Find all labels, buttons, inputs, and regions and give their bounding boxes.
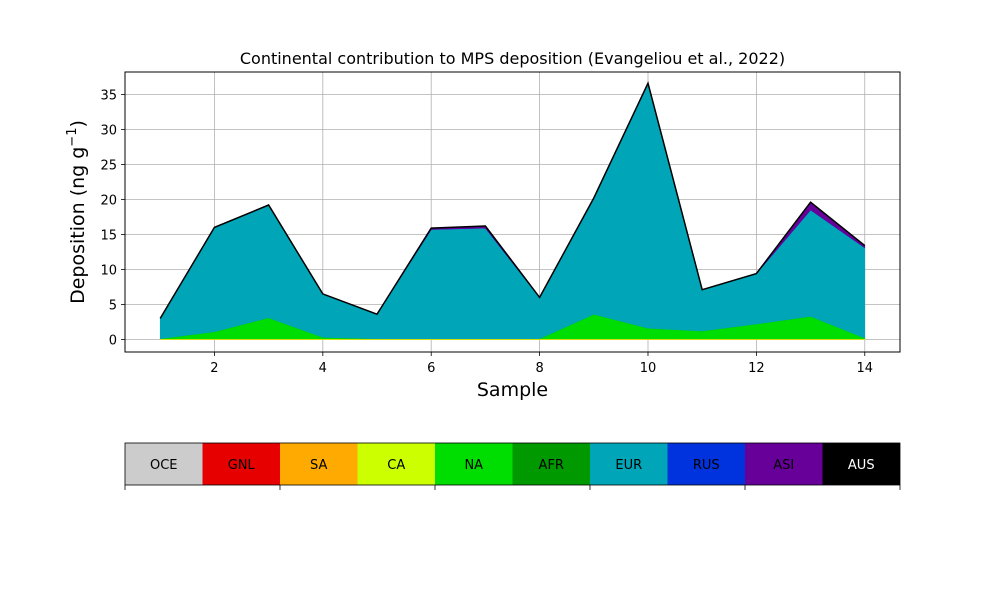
colorbar-cell-afr	[512, 443, 590, 485]
colorbar-label-na: NA	[464, 458, 483, 473]
y-axis-label: Deposition (ng g−1)	[65, 120, 89, 304]
y-tick-label: 15	[100, 228, 117, 243]
x-axis-label: Sample	[477, 379, 548, 401]
x-axis-ticks: 2 4 6 8 10 12 14	[210, 352, 873, 376]
colorbar-cell-ca	[357, 443, 435, 485]
total-outline	[159, 81, 866, 319]
x-tick-label: 12	[748, 361, 765, 376]
y-tick-label: 5	[109, 298, 117, 313]
y-tick-label: 0	[109, 333, 117, 348]
x-tick-label: 4	[319, 361, 327, 376]
chart-title: Continental contribution to MPS depositi…	[240, 49, 785, 68]
x-tick-label: 6	[427, 361, 435, 376]
y-axis-label-main: Deposition (ng g	[67, 147, 89, 304]
x-tick-label: 10	[640, 361, 657, 376]
colorbar-label-afr: AFR	[539, 458, 564, 473]
colorbar-label-rus: RUS	[693, 458, 720, 473]
colorbar-label-eur: EUR	[615, 458, 642, 473]
colorbar-label-oce: OCE	[150, 458, 178, 473]
y-tick-label: 10	[100, 263, 117, 278]
y-tick-label: 30	[100, 123, 117, 138]
colorbar-cell-gnl	[202, 443, 280, 485]
x-tick-label: 14	[856, 361, 873, 376]
colorbar-cell-aus	[822, 443, 900, 485]
y-axis-ticks: 0 5 10 15 20 25 30 35	[100, 88, 125, 348]
y-tick-label: 35	[100, 88, 117, 103]
plot-area: 2 4 6 8 10 12 14 0 5 10 15 20 25 30 35	[100, 71, 901, 376]
colorbar-cell-eur	[590, 443, 668, 485]
colorbar-label-sa: SA	[310, 458, 327, 473]
plot-frame	[124, 71, 901, 353]
colorbar-label-asi: ASI	[773, 458, 794, 473]
y-axis-label-close: )	[67, 120, 89, 127]
x-tick-label: 8	[535, 361, 543, 376]
colorbar-label-gnl: GNL	[228, 458, 256, 473]
colorbar-cell-rus	[667, 443, 745, 485]
colorbar-label-aus: AUS	[848, 458, 875, 473]
colorbar-legend: OCE GNL SA CA NA AFR EUR RUS ASI AUS	[124, 442, 901, 490]
y-axis-label-superscript: −1	[65, 128, 80, 147]
colorbar-cell-oce	[125, 443, 203, 485]
x-tick-label: 2	[210, 361, 218, 376]
colorbar-frame	[124, 442, 901, 486]
total-deposition-line	[159, 81, 866, 319]
y-tick-label: 20	[100, 193, 117, 208]
colorbar-cell-na	[435, 443, 513, 485]
y-tick-label: 25	[100, 158, 117, 173]
colorbar-cell-sa	[280, 443, 358, 485]
colorbar-label-ca: CA	[387, 458, 405, 473]
colorbar-cell-asi	[745, 443, 823, 485]
